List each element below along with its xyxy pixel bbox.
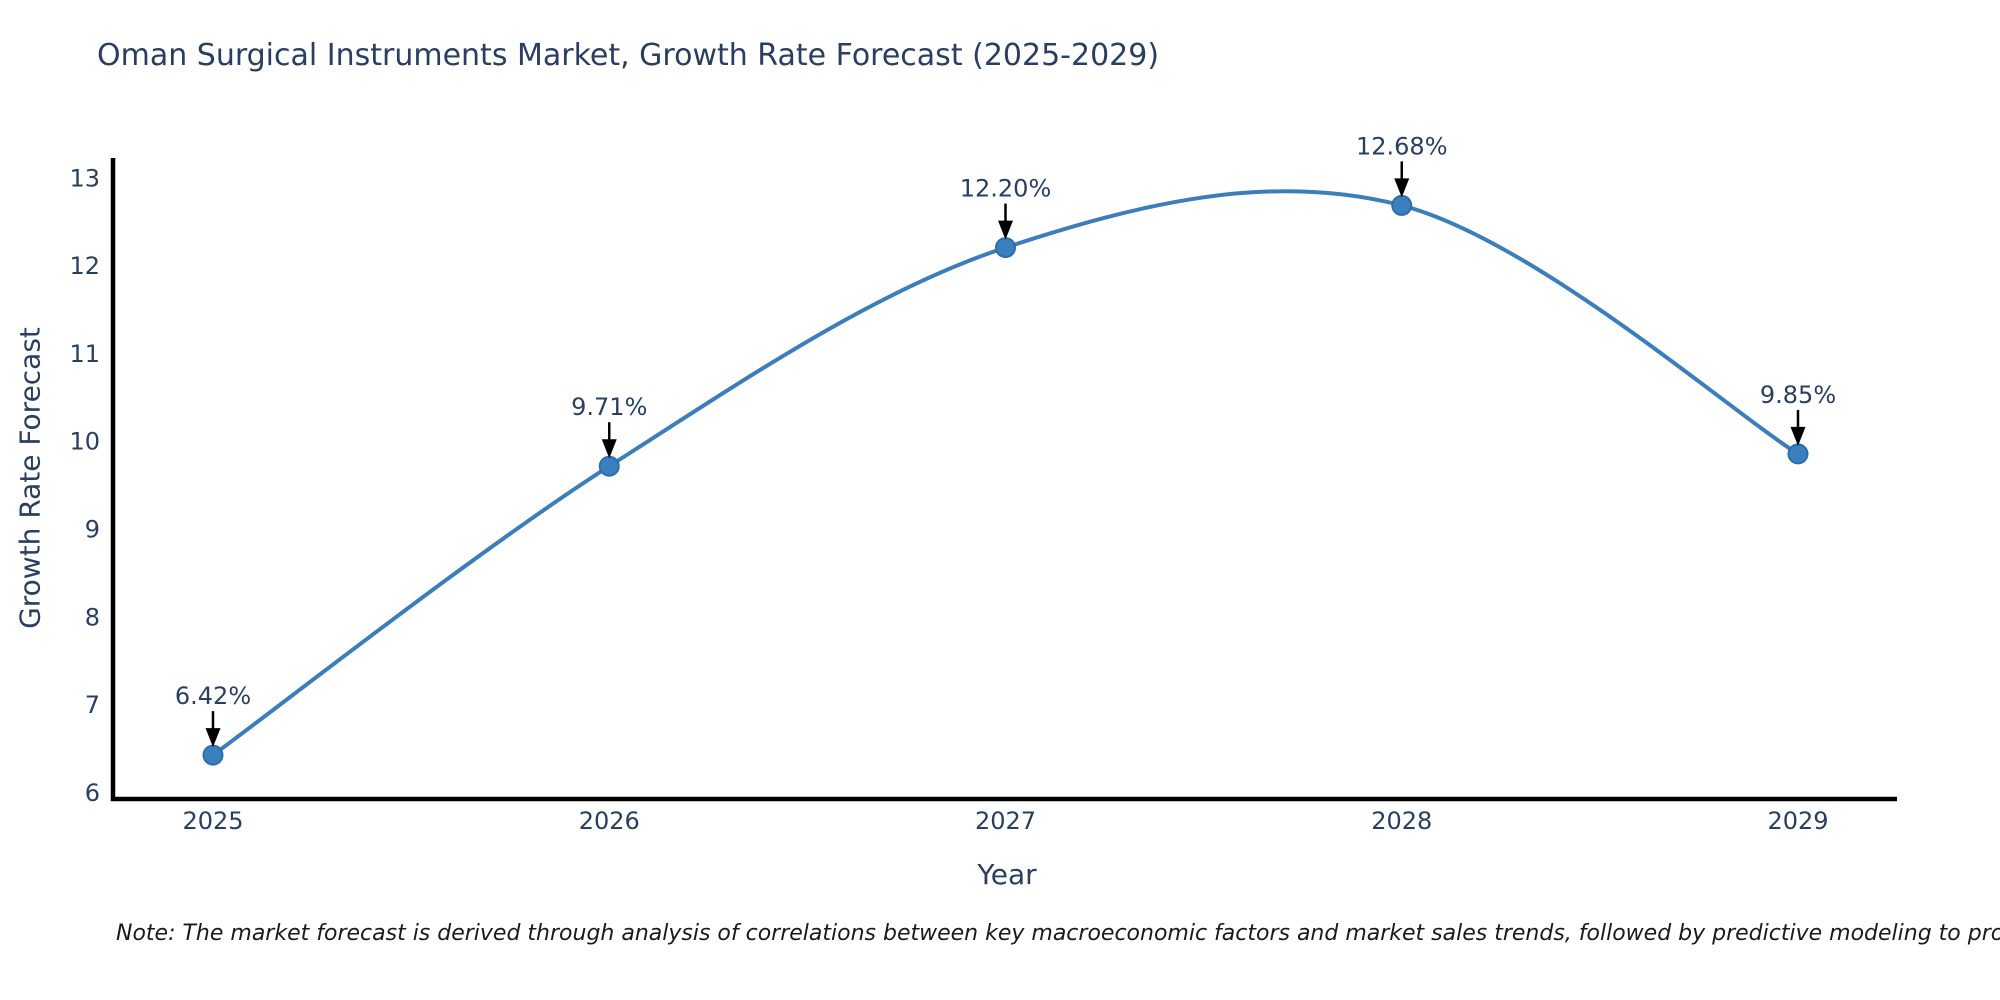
data-point-marker [202, 744, 224, 766]
annotation-arrow-head [205, 728, 221, 748]
y-tick-label: 13 [69, 164, 100, 192]
forecast-line [211, 189, 1800, 758]
data-point-marker [995, 237, 1016, 259]
data-point-label: 6.42% [175, 682, 251, 710]
data-point-label: 12.68% [1356, 132, 1448, 160]
annotation-arrow-head [601, 439, 617, 459]
y-tick-label: 8 [85, 603, 100, 631]
y-tick-label: 11 [69, 340, 100, 368]
y-tick-label: 6 [85, 779, 100, 807]
y-tick-label: 10 [69, 428, 100, 456]
x-tick-label: 2028 [1371, 807, 1432, 835]
data-point-marker [1787, 443, 1809, 465]
x-tick-label: 2026 [579, 807, 640, 835]
x-tick-label: 2029 [1767, 807, 1828, 835]
data-point-label: 12.20% [960, 175, 1052, 203]
y-tick-label: 7 [85, 691, 100, 719]
axis-spines [110, 158, 1897, 802]
data-point-marker [1391, 194, 1413, 216]
y-tick-label: 9 [85, 516, 100, 544]
annotation-arrow-head [1394, 178, 1410, 198]
data-point-marker [598, 455, 620, 477]
y-tick-label: 12 [69, 252, 100, 280]
annotation-arrow-head [998, 220, 1013, 240]
x-tick-label: 2027 [975, 807, 1036, 835]
x-tick-label: 2025 [182, 807, 243, 835]
footnote: Note: The market forecast is derived thr… [116, 921, 2000, 946]
annotation-arrow-head [1790, 426, 1806, 446]
data-point-label: 9.71% [571, 393, 647, 421]
x-axis-title: Year [977, 858, 1037, 891]
chart-title: Oman Surgical Instruments Market, Growth… [97, 38, 1160, 73]
data-point-label: 9.85% [1760, 381, 1836, 409]
